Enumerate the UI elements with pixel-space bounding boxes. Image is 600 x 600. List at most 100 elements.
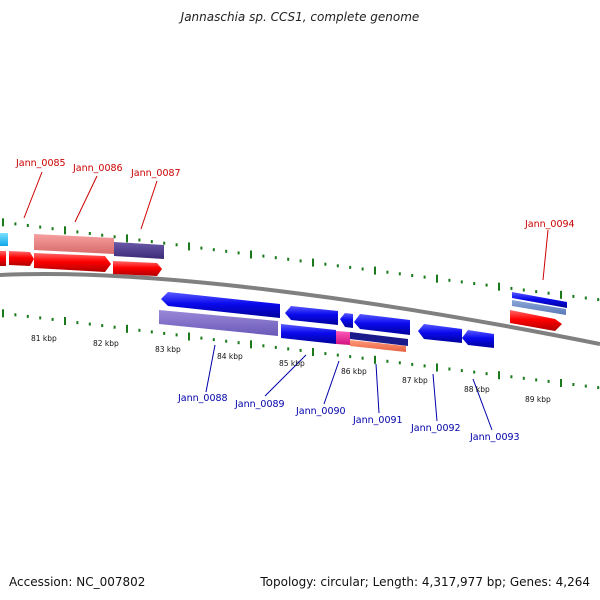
scale-tick: [547, 379, 550, 383]
scale-tick: [225, 339, 228, 343]
reverse-strand-genes: [159, 292, 494, 352]
gene-arrow[interactable]: [285, 306, 338, 325]
gene-arrow-jann-0093[interactable]: [462, 330, 494, 348]
scale-tick: [262, 254, 265, 258]
scale-label: 89 kbp: [525, 395, 551, 404]
scale-labels: 81 kbp 82 kbp 83 kbp 84 kbp 85 kbp 86 kb…: [31, 334, 551, 404]
gene-arrow[interactable]: [350, 340, 406, 352]
scale-tick: [374, 355, 376, 364]
gene-arrow-jann-0092[interactable]: [418, 324, 462, 343]
scale-tick: [324, 352, 327, 356]
scale-tick: [138, 238, 141, 242]
scale-tick: [212, 338, 215, 342]
scale-tick: [547, 291, 550, 295]
bottom-label-leaders: [205, 344, 493, 431]
gene-arrow[interactable]: [161, 292, 280, 318]
gene-arrow-jann-0094[interactable]: [512, 292, 567, 308]
scale-tick: [349, 355, 352, 359]
scale-tick: [535, 290, 538, 294]
gene-label-jann-0088[interactable]: Jann_0088: [177, 393, 228, 404]
scale-tick: [361, 267, 364, 271]
scale-tick: [14, 313, 17, 317]
gene-label-jann-0093[interactable]: Jann_0093: [469, 432, 520, 443]
scale-tick: [126, 324, 128, 333]
scale-tick: [299, 348, 302, 352]
gene-arrow-jann-0088[interactable]: [159, 310, 278, 336]
scale-tick: [324, 262, 327, 266]
gene-label-jann-0091[interactable]: Jann_0091: [352, 415, 403, 426]
gene-arrow[interactable]: [0, 251, 6, 266]
scale-tick: [39, 225, 42, 229]
gene-arrow[interactable]: [340, 313, 353, 328]
gene-arrow-jann-0087[interactable]: [114, 242, 164, 259]
scale-tick: [423, 275, 426, 279]
genome-backbone: [0, 272, 600, 346]
forward-gene-labels: Jann_0085 Jann_0086 Jann_0087 Jann_0094: [15, 158, 575, 230]
scale-tick: [64, 226, 66, 235]
scale-tick: [237, 341, 240, 345]
scale-tick: [188, 332, 190, 341]
scale-tick: [473, 370, 476, 374]
scale-label: 82 kbp: [93, 339, 119, 348]
gene-label-jann-0087[interactable]: Jann_0087: [130, 168, 181, 179]
scale-tick: [88, 232, 91, 235]
scale-tick: [188, 242, 190, 251]
scale-tick: [212, 248, 215, 252]
gene-label-jann-0085[interactable]: Jann_0085: [15, 158, 66, 169]
scale-tick: [398, 272, 401, 276]
lower-tick-row: [2, 309, 600, 390]
scale-tick: [485, 283, 488, 287]
scale-tick: [175, 243, 178, 247]
scale-label: 83 kbp: [155, 345, 181, 354]
reverse-gene-labels: Jann_0088 Jann_0089 Jann_0090 Jann_0091 …: [177, 393, 520, 443]
scale-tick: [274, 345, 277, 349]
scale-tick: [64, 317, 66, 325]
gene-label-jann-0089[interactable]: Jann_0089: [234, 399, 285, 410]
gene-arrow[interactable]: [34, 253, 111, 272]
scale-tick: [88, 322, 91, 326]
gene-arrow[interactable]: [512, 300, 566, 315]
scale-tick: [336, 353, 339, 357]
scale-label: 88 kbp: [464, 385, 490, 394]
scale-tick: [126, 234, 128, 243]
gene-arrow[interactable]: [9, 251, 34, 266]
scale-tick: [287, 257, 290, 261]
gene-label-jann-0092[interactable]: Jann_0092: [410, 423, 461, 434]
scale-tick: [138, 328, 141, 332]
gene-arrow-jann-0091[interactable]: [350, 332, 408, 346]
scale-tick: [113, 325, 116, 329]
gene-arrow-jann-0089[interactable]: [281, 324, 336, 344]
scale-tick: [101, 324, 104, 328]
scale-tick: [225, 249, 228, 253]
scale-label: 81 kbp: [31, 334, 57, 343]
scale-tick: [2, 309, 4, 318]
scale-tick: [274, 256, 277, 260]
gene-label-jann-0090[interactable]: Jann_0090: [295, 406, 346, 417]
gene-label-jann-0094[interactable]: Jann_0094: [524, 219, 575, 230]
scale-label: 84 kbp: [217, 352, 243, 361]
gene-arrow[interactable]: [0, 233, 8, 246]
scale-tick: [76, 321, 79, 325]
scale-tick: [535, 378, 538, 382]
scale-tick: [473, 282, 476, 285]
gene-arrow-jann-0086[interactable]: [34, 234, 114, 254]
gene-arrow[interactable]: [510, 310, 562, 331]
scale-tick: [163, 241, 166, 245]
scale-tick: [51, 317, 54, 321]
gene-label-jann-0086[interactable]: Jann_0086: [72, 163, 123, 174]
scale-tick: [436, 363, 438, 372]
scale-tick: [26, 224, 29, 227]
scale-tick: [262, 344, 265, 348]
scale-tick: [498, 282, 500, 291]
scale-tick: [312, 258, 314, 267]
scale-tick: [200, 336, 203, 340]
scale-tick: [14, 222, 17, 226]
scale-tick: [39, 316, 42, 320]
gene-arrow-jann-0090[interactable]: [336, 331, 350, 345]
scale-tick: [436, 274, 438, 283]
scale-tick: [510, 375, 513, 379]
gene-arrow[interactable]: [113, 261, 162, 276]
scale-tick: [560, 379, 562, 387]
gene-arrow[interactable]: [354, 314, 410, 335]
